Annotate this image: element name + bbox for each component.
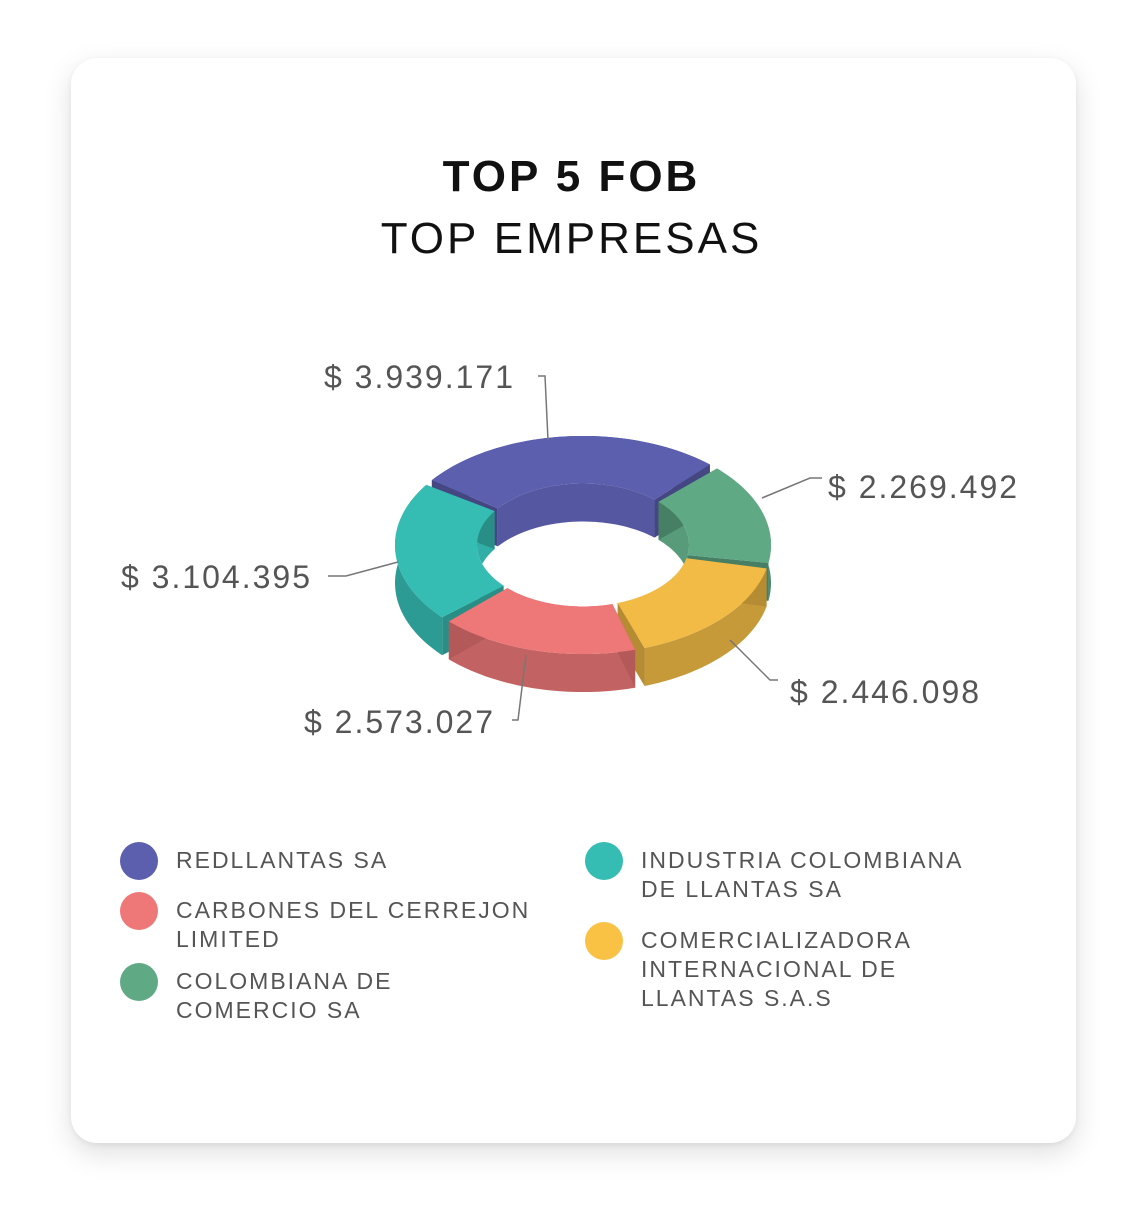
legend-swatch [120,963,158,1001]
data-label: $ 2.269.492 [828,469,1019,505]
data-label: $ 2.573.027 [304,704,495,740]
legend-swatch [120,892,158,930]
slice-comercializadora-internacional-de-llantas-s-a-s [617,558,767,687]
leader-line [761,477,822,499]
legend-label: REDLLANTAS SA [176,847,389,873]
slice-carbones-del-cerrejon-limited [448,588,636,693]
legend-item-colombiana: COLOMBIANA DE COMERCIO SA [120,963,536,1025]
legend-swatch [120,842,158,880]
leader-line [729,639,778,681]
legend-label: CARBONES DEL CERREJON LIMITED [176,897,531,952]
chart-card [71,58,1076,1143]
legend-item-redllantas: REDLLANTAS SA [120,842,536,880]
legend-label: COMERCIALIZADORA INTERNACIONAL DE LLANTA… [641,927,911,1011]
leader-line [328,561,399,577]
data-label: $ 2.446.098 [790,674,981,710]
legend-item-industria: INDUSTRIA COLOMBIANA DE LLANTAS SA [585,842,1001,904]
data-label: $ 3.939.171 [324,359,515,395]
legend-label: INDUSTRIA COLOMBIANA DE LLANTAS SA [641,847,963,902]
legend-swatch [585,842,623,880]
chart-title: TOP 5 FOB [442,152,701,201]
leader-line [538,375,549,441]
chart-subtitle: TOP EMPRESAS [380,214,763,263]
legend-label: COLOMBIANA DE COMERCIO SA [176,968,393,1023]
legend-item-comercializadora: COMERCIALIZADORA INTERNACIONAL DE LLANTA… [585,922,1001,1013]
data-label: $ 3.104.395 [121,559,312,595]
legend-item-carbones: CARBONES DEL CERREJON LIMITED [120,892,536,954]
leader-line [512,654,527,721]
legend-swatch [585,922,623,960]
